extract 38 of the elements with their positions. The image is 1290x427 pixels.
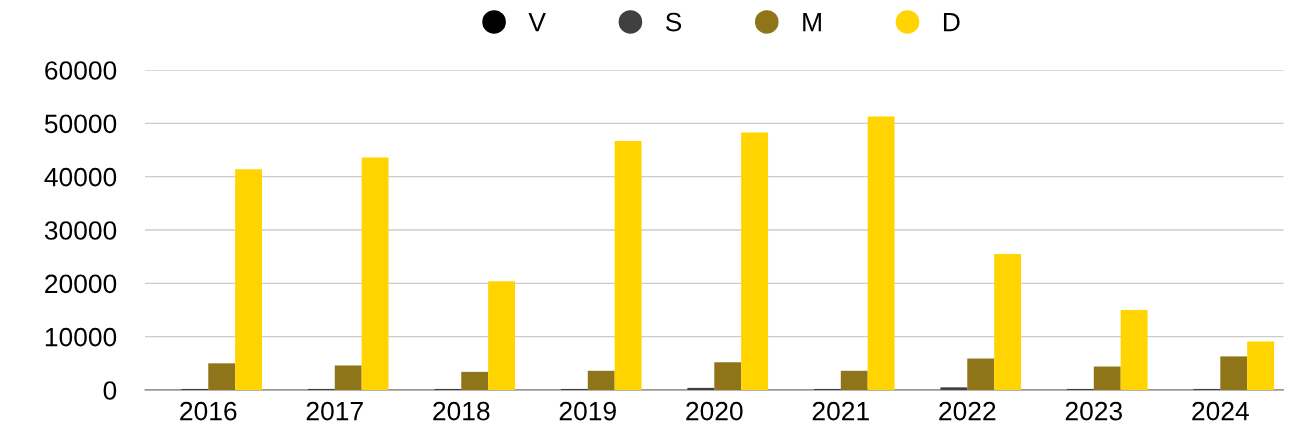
bar [461,371,489,390]
x-tick-label: 2021 [812,401,869,421]
x-tick-label: 2023 [1065,401,1122,421]
legend-label: S [665,12,682,32]
bar [1120,310,1148,390]
bar [1093,366,1121,390]
legend-label: D [943,13,960,32]
bar [614,140,642,390]
y-tick-label: 30000 [44,221,117,240]
bar [867,116,895,390]
bar [714,362,742,390]
bar [967,358,995,390]
x-tick-label: 2018 [433,401,490,421]
y-tick-label: 10000 [45,327,117,347]
bar [1220,356,1248,390]
y-tick-label: 40000 [44,167,117,187]
bar [488,281,516,390]
bar [840,370,868,390]
y-tick-label: 20000 [45,274,117,294]
legend-label: V [528,13,546,32]
bar [994,254,1022,390]
bar [235,169,263,390]
x-tick-label: 2022 [939,401,996,421]
y-tick-label: 50000 [44,114,117,134]
x-tick-label: 2019 [559,401,616,421]
legend-label: M [803,13,821,32]
x-tick-label: 2017 [306,401,363,421]
x-tick-label: 2024 [1192,401,1249,421]
bar [587,370,615,390]
bar [208,363,236,390]
y-tick-label: 0 [103,381,117,400]
bar [741,132,769,390]
x-tick-label: 2016 [180,401,237,421]
bar [1247,341,1275,390]
x-tick-label: 2020 [686,401,743,421]
y-tick-label: 60000 [45,61,117,80]
bar [334,365,362,390]
bar [361,157,389,390]
